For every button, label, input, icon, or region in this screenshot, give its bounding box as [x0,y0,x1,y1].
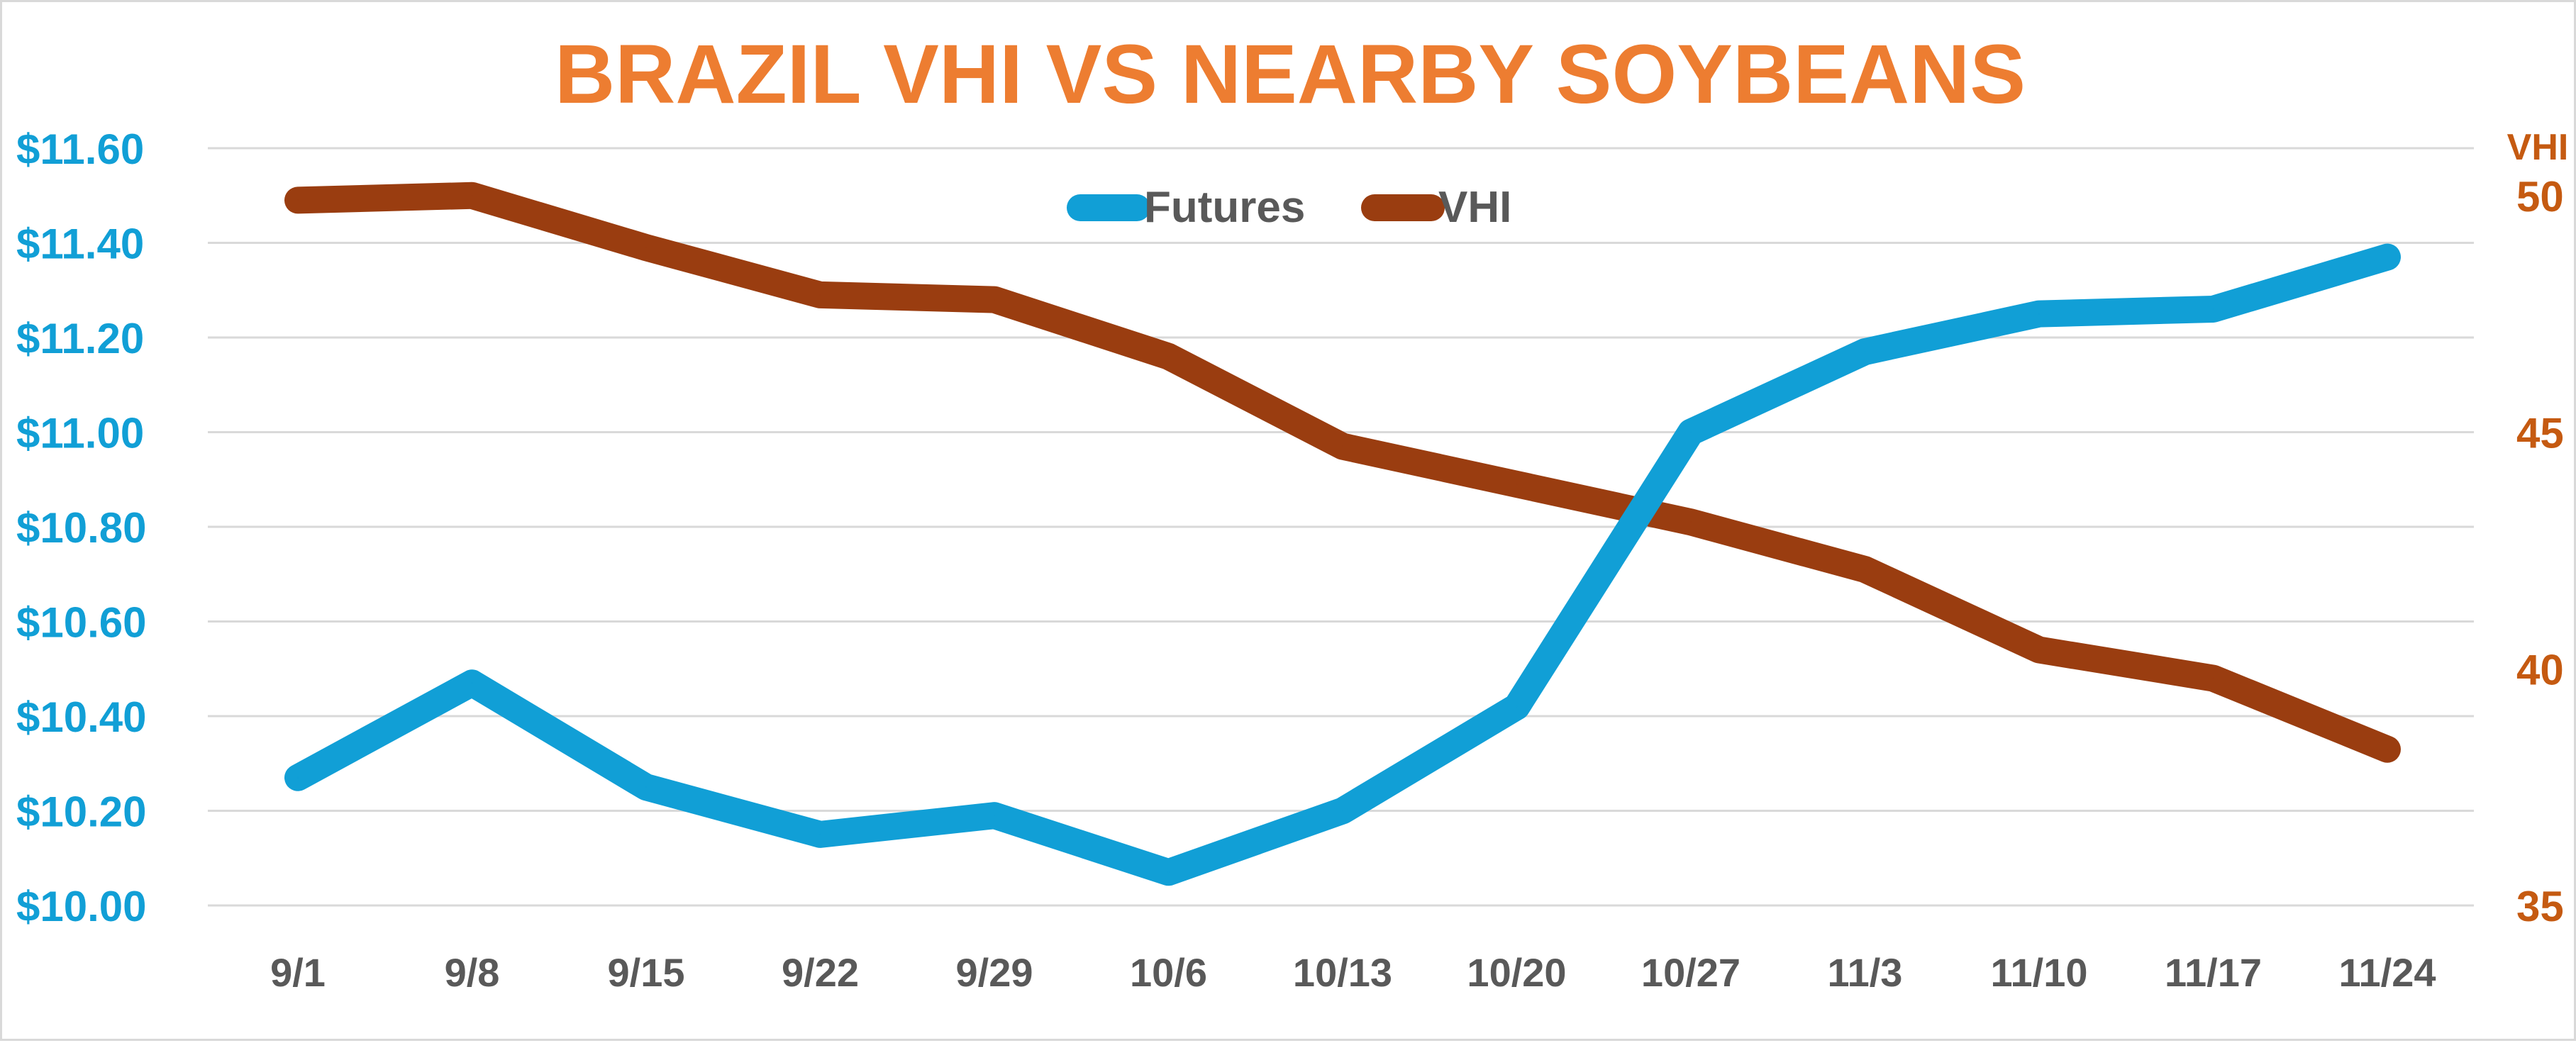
data-point-vhi [1516,483,1518,485]
data-point-futures [1167,871,1170,874]
data-point-futures [819,833,821,835]
data-point-vhi [819,294,821,296]
x-tick-label: 9/15 [608,950,685,995]
left-tick-label: $11.20 [16,315,144,362]
data-point-vhi [2387,748,2388,750]
x-tick-label: 10/13 [1293,950,1392,995]
chart-title: BRAZIL VHI VS NEARBY SOYBEANS [555,28,2026,121]
data-point-vhi [994,299,995,301]
series-line-vhi [284,182,2401,763]
data-point-vhi [1864,569,1866,571]
data-point-futures [994,815,995,817]
legend-label-futures: Futures [1144,183,1305,232]
right-tick-label: 35 [2516,883,2564,930]
data-point-vhi [1342,445,1343,447]
data-point-vhi [471,194,473,196]
x-tick-label: 10/20 [1467,950,1566,995]
x-tick-label: 9/1 [270,950,326,995]
x-tick-label: 11/10 [1990,950,2087,995]
data-point-vhi [645,247,647,249]
data-point-futures [1690,431,1692,433]
left-tick-label: $11.60 [16,126,144,173]
left-tick-label: $10.60 [16,599,147,647]
data-point-futures [2212,308,2214,310]
x-tick-label: 9/22 [782,950,859,995]
data-point-futures [1342,810,1343,812]
x-tick-label: 11/24 [2338,950,2436,995]
right-tick-label: 45 [2516,410,2564,457]
data-point-futures [2038,313,2040,315]
x-tick-label: 10/6 [1130,950,1207,995]
data-point-futures [1516,705,1518,708]
data-point-vhi [1690,521,1692,523]
right-axis-label: VHI [2507,127,2569,168]
data-point-vhi [297,199,299,201]
x-tick-label: 9/29 [956,950,1033,995]
data-point-futures [297,776,299,779]
left-tick-label: $10.40 [16,693,147,741]
legend-label-vhi: VHI [1438,183,1511,232]
right-tick-label: 40 [2516,646,2564,693]
right-tick-label: 50 [2516,173,2564,221]
x-tick-label: 11/3 [1828,950,1903,995]
x-tick-label: 10/27 [1641,950,1741,995]
data-point-futures [1864,351,1866,353]
left-tick-label: $10.80 [16,504,147,552]
data-point-futures [2387,256,2388,258]
left-tick-label: $10.20 [16,788,147,836]
data-point-futures [471,682,473,684]
data-point-vhi [1167,355,1170,357]
left-tick-label: $11.40 [16,221,144,268]
left-tick-label: $10.00 [16,883,147,930]
x-tick-label: 11/17 [2165,950,2262,995]
left-tick-label: $11.00 [16,410,144,457]
data-point-vhi [2212,677,2214,679]
data-point-vhi [2038,649,2040,651]
data-point-futures [645,786,647,788]
series-line-futures [284,243,2401,886]
x-tick-label: 9/8 [445,950,500,995]
